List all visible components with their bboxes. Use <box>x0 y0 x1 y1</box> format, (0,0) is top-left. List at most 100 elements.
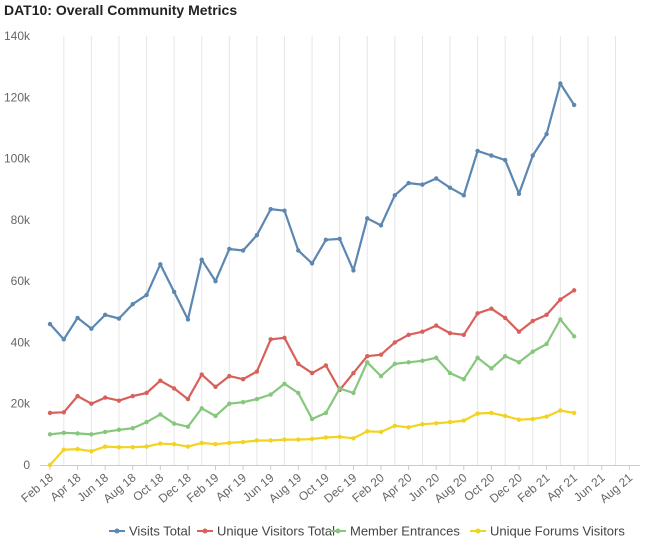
data-point[interactable] <box>558 408 563 413</box>
data-point[interactable] <box>378 429 384 435</box>
data-point[interactable] <box>89 432 94 437</box>
data-point[interactable] <box>254 369 260 374</box>
data-point[interactable] <box>144 419 149 425</box>
data-point[interactable] <box>75 431 80 436</box>
data-point[interactable] <box>392 361 398 367</box>
data-point[interactable] <box>337 236 342 242</box>
data-point[interactable] <box>185 424 191 429</box>
data-point[interactable] <box>530 153 535 158</box>
data-point[interactable] <box>544 341 549 347</box>
data-point[interactable] <box>447 185 453 190</box>
data-point[interactable] <box>61 410 66 415</box>
data-point[interactable] <box>351 436 356 441</box>
data-point[interactable] <box>158 262 163 267</box>
data-point[interactable] <box>406 360 411 365</box>
data-point[interactable] <box>434 421 439 426</box>
data-point[interactable] <box>516 191 522 197</box>
data-point[interactable] <box>47 410 53 416</box>
data-point[interactable] <box>227 373 232 379</box>
data-point[interactable] <box>434 355 439 360</box>
data-point[interactable] <box>461 377 466 382</box>
data-point[interactable] <box>406 425 411 430</box>
data-point[interactable] <box>227 401 232 406</box>
data-point[interactable] <box>268 337 273 342</box>
data-point[interactable] <box>282 335 287 341</box>
data-point[interactable] <box>227 440 232 446</box>
data-point[interactable] <box>378 223 384 228</box>
data-point[interactable] <box>102 312 108 318</box>
data-point[interactable] <box>558 297 563 302</box>
data-point[interactable] <box>282 381 287 386</box>
data-point[interactable] <box>171 421 177 426</box>
data-point[interactable] <box>240 439 246 445</box>
legend-item[interactable]: Unique Visitors Total <box>197 524 335 539</box>
data-point[interactable] <box>61 337 66 342</box>
data-point[interactable] <box>544 131 549 137</box>
data-point[interactable] <box>144 292 149 298</box>
data-point[interactable] <box>213 384 218 390</box>
data-point[interactable] <box>89 449 94 454</box>
data-point[interactable] <box>116 316 122 321</box>
data-point[interactable] <box>185 396 191 402</box>
data-point[interactable] <box>296 390 301 396</box>
data-point[interactable] <box>434 323 439 328</box>
data-point[interactable] <box>420 358 425 364</box>
data-point[interactable] <box>502 157 508 163</box>
data-point[interactable] <box>116 427 122 432</box>
data-point[interactable] <box>171 386 177 391</box>
data-point[interactable] <box>158 441 163 446</box>
data-point[interactable] <box>406 180 411 186</box>
data-point[interactable] <box>309 261 315 266</box>
data-point[interactable] <box>116 445 122 450</box>
data-point[interactable] <box>130 393 135 399</box>
data-point[interactable] <box>309 416 315 422</box>
data-point[interactable] <box>130 426 135 431</box>
data-point[interactable] <box>75 393 80 399</box>
data-point[interactable] <box>434 176 439 181</box>
data-point[interactable] <box>213 413 218 419</box>
data-point[interactable] <box>365 354 370 359</box>
data-point[interactable] <box>337 386 342 391</box>
data-point[interactable] <box>158 378 163 383</box>
data-point[interactable] <box>516 329 522 334</box>
data-point[interactable] <box>323 410 329 416</box>
data-point[interactable] <box>309 436 315 442</box>
data-point[interactable] <box>296 248 301 253</box>
data-point[interactable] <box>351 390 356 396</box>
data-point[interactable] <box>199 257 204 262</box>
data-point[interactable] <box>447 331 453 336</box>
data-point[interactable] <box>420 329 425 334</box>
data-point[interactable] <box>489 410 494 416</box>
data-point[interactable] <box>185 317 191 322</box>
data-point[interactable] <box>447 419 453 425</box>
data-point[interactable] <box>254 232 260 238</box>
data-point[interactable] <box>365 216 370 221</box>
data-point[interactable] <box>199 372 204 377</box>
data-point[interactable] <box>254 438 260 443</box>
data-point[interactable] <box>502 315 508 321</box>
data-point[interactable] <box>351 268 356 273</box>
data-point[interactable] <box>571 102 577 108</box>
data-point[interactable] <box>102 444 108 449</box>
data-point[interactable] <box>475 355 480 360</box>
data-point[interactable] <box>502 354 508 359</box>
data-point[interactable] <box>516 417 522 422</box>
data-point[interactable] <box>571 288 577 293</box>
legend-item[interactable]: Visits Total <box>109 524 191 539</box>
data-point[interactable] <box>282 208 287 213</box>
data-point[interactable] <box>213 278 218 284</box>
data-point[interactable] <box>489 153 494 158</box>
data-point[interactable] <box>227 246 232 252</box>
data-point[interactable] <box>461 418 466 423</box>
data-point[interactable] <box>144 444 149 449</box>
data-point[interactable] <box>392 340 398 345</box>
data-point[interactable] <box>89 401 94 406</box>
data-point[interactable] <box>571 334 577 339</box>
data-point[interactable] <box>268 392 273 397</box>
data-point[interactable] <box>185 444 191 449</box>
legend-item[interactable]: Member Entrances <box>330 524 460 539</box>
data-point[interactable] <box>378 352 384 357</box>
data-point[interactable] <box>392 423 398 428</box>
data-point[interactable] <box>61 430 66 436</box>
data-point[interactable] <box>75 446 80 452</box>
